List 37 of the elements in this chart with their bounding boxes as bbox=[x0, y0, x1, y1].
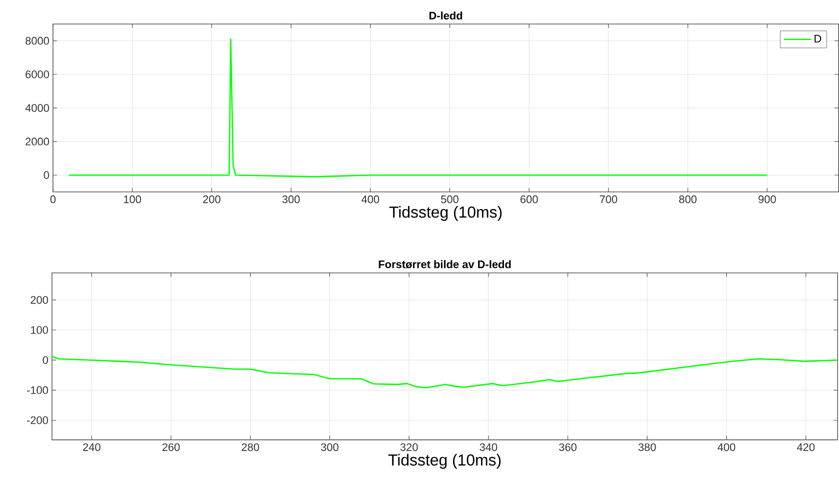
x-tick-label: 100 bbox=[124, 196, 142, 204]
x-tick-label: 0 bbox=[50, 196, 56, 204]
x-tick-label: 200 bbox=[203, 196, 220, 204]
x-tick-label: 240 bbox=[83, 443, 100, 452]
x-tick-label: 300 bbox=[282, 196, 300, 204]
x-tick-label: 360 bbox=[559, 443, 576, 452]
x-tick-label: 340 bbox=[480, 443, 498, 452]
line-series bbox=[68, 38, 768, 178]
y-tick-label: 100 bbox=[31, 326, 48, 334]
x-tick-label: 260 bbox=[162, 443, 180, 452]
y-tick-label: 200 bbox=[30, 296, 48, 304]
x-tick-label: 600 bbox=[520, 196, 538, 204]
chart-title: D-ledd bbox=[429, 12, 462, 20]
y-tick-label: 2000 bbox=[26, 138, 50, 146]
x-tick-label: 420 bbox=[796, 443, 815, 452]
y-tick-label: 4000 bbox=[25, 104, 50, 112]
x-tick-label: 500 bbox=[441, 196, 458, 204]
chart-title: Forstørret bilde av D-ledd bbox=[378, 260, 511, 268]
x-tick-label: 300 bbox=[321, 443, 338, 452]
y-tick-label: 6000 bbox=[26, 70, 50, 78]
x-tick-label: 380 bbox=[638, 443, 656, 452]
y-tick-label: 0 bbox=[44, 171, 50, 180]
x-tick-label: 400 bbox=[718, 443, 736, 452]
x-tick-label: 900 bbox=[758, 196, 776, 204]
x-tick-label: 700 bbox=[600, 196, 618, 204]
x-axis-title: Tidssteg (10ms) bbox=[389, 206, 502, 221]
y-tick-label: 0 bbox=[42, 356, 48, 364]
x-axis-title: Tidssteg (10ms) bbox=[388, 454, 501, 469]
x-tick-label: 280 bbox=[242, 443, 260, 452]
y-tick-label: -200 bbox=[27, 416, 48, 424]
x-tick-label: 400 bbox=[362, 196, 380, 204]
x-tick-label: 320 bbox=[400, 443, 418, 452]
legend-label: D bbox=[814, 35, 822, 43]
line-series bbox=[52, 356, 838, 389]
y-tick-label: -100 bbox=[27, 386, 48, 394]
y-tick-label: 8000 bbox=[26, 37, 50, 45]
x-tick-label: 800 bbox=[679, 196, 697, 204]
